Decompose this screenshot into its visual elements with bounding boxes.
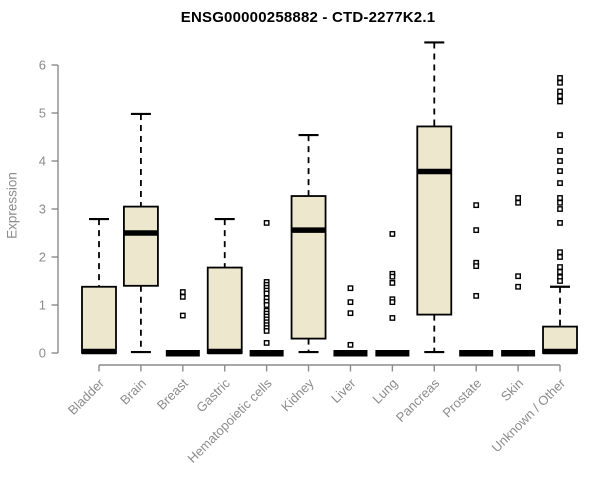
- box-rect: [416, 125, 453, 316]
- box-rect: [206, 266, 243, 354]
- outlier-point: [347, 285, 354, 292]
- x-tick-label: Kidney: [278, 375, 317, 414]
- flat-box: [501, 350, 536, 357]
- x-tick-label: Liver: [328, 375, 359, 406]
- flat-box: [165, 350, 200, 357]
- y-tick-label: 1: [39, 298, 46, 313]
- outlier-point: [263, 220, 270, 226]
- flat-box: [375, 350, 410, 357]
- y-tick-label: 0: [39, 346, 46, 361]
- outlier-point: [263, 340, 270, 346]
- outlier-point: [557, 278, 563, 284]
- outlier-point: [557, 79, 563, 86]
- outlier-point: [515, 195, 522, 201]
- outlier-point: [179, 289, 186, 295]
- outlier-point: [389, 273, 396, 280]
- x-tick-label: Lung: [369, 376, 400, 407]
- outlier-point: [557, 199, 563, 206]
- y-tick-label: 6: [39, 58, 46, 73]
- y-tick-label: 2: [39, 250, 46, 265]
- outlier-point: [515, 273, 522, 280]
- outlier-point: [389, 299, 396, 306]
- x-tick-label: Unknown / Other: [489, 375, 569, 455]
- outlier-point: [473, 227, 480, 234]
- x-tick-label: Skin: [498, 376, 526, 404]
- flat-box: [459, 350, 494, 357]
- outlier-point: [347, 299, 354, 306]
- outlier-point: [557, 220, 563, 226]
- outlier-point: [473, 263, 480, 270]
- box-rect: [542, 325, 578, 354]
- x-tick-label: Gastric: [193, 375, 233, 415]
- outlier-point: [473, 202, 480, 209]
- outlier-point: [179, 293, 186, 300]
- outlier-point: [347, 341, 354, 348]
- x-tick-label: Brain: [117, 376, 149, 408]
- outlier-point: [263, 328, 270, 334]
- outlier-point: [557, 98, 563, 105]
- outlier-point: [557, 249, 563, 256]
- outlier-point: [557, 264, 563, 270]
- outlier-point: [179, 312, 186, 319]
- outlier-point: [557, 268, 563, 275]
- outlier-point: [557, 195, 563, 201]
- outlier-point: [557, 148, 563, 154]
- flat-box: [333, 350, 368, 357]
- x-tick-label: Bladder: [65, 375, 108, 418]
- chart-title: ENSG00000258882 - CTD-2277K2.1: [180, 9, 436, 26]
- outlier-point: [389, 231, 396, 237]
- outlier-point: [263, 302, 270, 308]
- outlier-point: [473, 292, 480, 299]
- outlier-point: [557, 158, 563, 164]
- flat-box: [249, 350, 284, 357]
- box-rect: [123, 205, 159, 287]
- y-tick-label: 4: [39, 154, 46, 169]
- outlier-point: [389, 315, 396, 321]
- outlier-point: [263, 290, 270, 297]
- outlier-point: [515, 283, 522, 290]
- x-tick-label: Breast: [154, 375, 191, 412]
- y-tick-label: 5: [39, 106, 46, 121]
- outlier-point: [557, 168, 563, 174]
- outlier-point: [557, 180, 563, 186]
- outlier-point: [389, 280, 396, 286]
- outlier-point: [515, 199, 522, 206]
- box-rect: [81, 285, 117, 354]
- outlier-point: [557, 206, 563, 212]
- box-rect: [290, 195, 327, 340]
- outlier-point: [557, 132, 563, 138]
- x-tick-label: Pancreas: [393, 375, 443, 425]
- outlier-point: [347, 310, 354, 317]
- outlier-point: [557, 88, 563, 95]
- x-tick-label: Prostate: [439, 376, 484, 421]
- outlier-point: [557, 254, 563, 260]
- outlier-point: [557, 93, 563, 100]
- outlier-point: [557, 75, 563, 81]
- y-tick-label: 3: [39, 202, 46, 217]
